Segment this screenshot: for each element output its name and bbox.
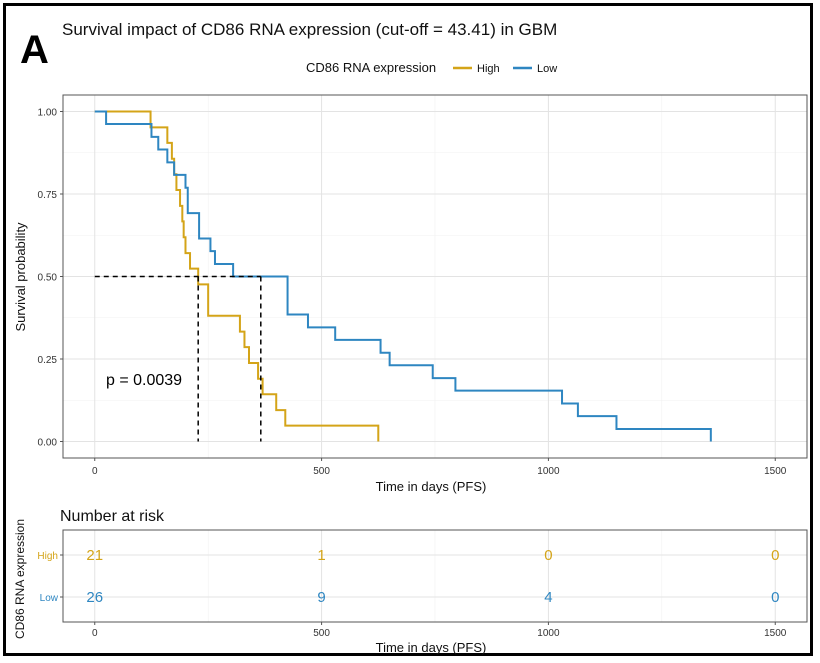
- km-x-tick-label: 1500: [764, 466, 787, 477]
- risk-values: 21 1 0 0 26 9 4 0: [86, 547, 779, 606]
- legend-high-label: High: [477, 63, 500, 75]
- risk-y-axis-label: CD86 RNA expression: [13, 519, 27, 639]
- chart-title: Survival impact of CD86 RNA expression (…: [62, 20, 558, 39]
- km-y-axis-label: Survival probability: [13, 222, 28, 332]
- risk-row-label-high: High: [37, 551, 58, 562]
- panel-letter: A: [20, 28, 49, 72]
- km-y-tick-label: 0.50: [38, 273, 58, 284]
- risk-x-tick-label: 0: [92, 628, 98, 639]
- risk-value-high: 1: [317, 547, 325, 564]
- km-median-lines: [94, 275, 262, 442]
- risk-row-labels: High Low: [37, 551, 63, 604]
- risk-grid: [63, 530, 807, 622]
- p-value-annotation: p = 0.0039: [106, 372, 182, 389]
- risk-x-tick-label: 1000: [537, 628, 560, 639]
- risk-panel-border: [62, 529, 808, 623]
- risk-x-tick-labels: 0 500 1000 1500: [92, 622, 787, 639]
- km-x-tick-label: 0: [92, 466, 98, 477]
- legend: CD86 RNA expression High Low: [306, 60, 557, 75]
- risk-value-low: 4: [544, 589, 552, 606]
- km-y-tick-label: 0.75: [38, 190, 58, 201]
- km-grid: [63, 95, 807, 458]
- risk-value-low: 9: [317, 589, 325, 606]
- km-y-tick-labels: 0.00 0.25 0.50 0.75 1.00: [38, 108, 63, 449]
- risk-x-axis-label: Time in days (PFS): [376, 640, 487, 655]
- km-y-tick-label: 1.00: [38, 108, 58, 119]
- km-x-tick-label: 1000: [537, 466, 560, 477]
- km-x-tick-label: 500: [313, 466, 330, 477]
- km-x-tick-labels: 0 500 1000 1500: [92, 458, 787, 477]
- risk-x-tick-label: 500: [313, 628, 330, 639]
- km-y-tick-label: 0.00: [38, 438, 58, 449]
- risk-table-title: Number at risk: [60, 508, 165, 525]
- km-curve-high: [94, 110, 380, 442]
- risk-x-tick-label: 1500: [764, 628, 787, 639]
- risk-value-high: 0: [544, 547, 552, 564]
- km-y-tick-label: 0.25: [38, 355, 58, 366]
- risk-value-high: 0: [771, 547, 779, 564]
- legend-low-label: Low: [537, 63, 557, 75]
- km-x-axis-label: Time in days (PFS): [376, 479, 487, 494]
- figure-frame: [3, 3, 813, 656]
- risk-value-low: 26: [86, 589, 103, 606]
- risk-row-label-low: Low: [40, 593, 59, 604]
- risk-value-low: 0: [771, 589, 779, 606]
- legend-title: CD86 RNA expression: [306, 60, 436, 75]
- risk-value-high: 21: [86, 547, 103, 564]
